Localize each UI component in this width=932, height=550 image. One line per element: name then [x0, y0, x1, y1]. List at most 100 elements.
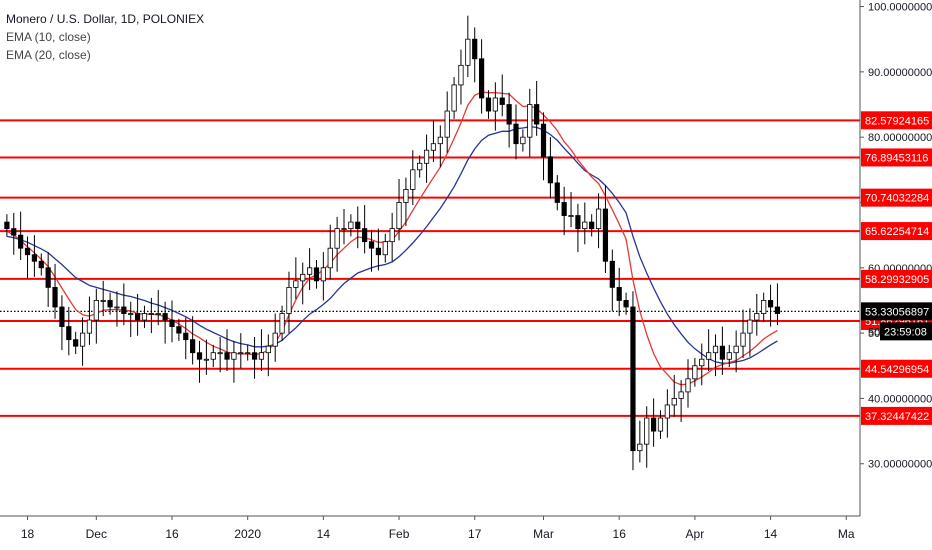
candle: [251, 337, 258, 379]
candle: [24, 236, 31, 279]
candle: [341, 209, 347, 245]
candle-body: [430, 143, 437, 151]
candle: [128, 301, 134, 338]
candle: [348, 214, 354, 237]
candle: [389, 212, 395, 262]
countdown-label: 23:59:08: [884, 326, 927, 338]
candle-body: [657, 417, 664, 432]
last-price-label: 53.33056897: [865, 306, 929, 318]
candles: [4, 15, 781, 471]
level-label-bg: [861, 406, 932, 425]
candle-body: [121, 306, 127, 314]
candle: [444, 91, 450, 153]
level-label: 70.74032284: [865, 193, 929, 205]
candle: [740, 309, 746, 358]
candle: [602, 185, 609, 274]
x-tick-label: 14: [317, 527, 331, 541]
candle-body: [107, 300, 113, 308]
candle-body: [114, 306, 120, 309]
candle: [451, 77, 457, 119]
candle: [134, 293, 141, 336]
candle: [293, 257, 299, 300]
candle-body: [437, 136, 443, 145]
candle: [245, 344, 251, 361]
x-tick-label: 14: [764, 527, 778, 541]
candle-body: [754, 313, 760, 321]
candle: [286, 271, 292, 334]
candle-body: [38, 260, 44, 269]
candle-body: [300, 273, 306, 282]
ema20-line: [6, 126, 778, 364]
level-label-bg: [861, 111, 932, 130]
candle: [657, 410, 664, 439]
candle-body: [272, 332, 278, 347]
candle-body: [444, 110, 450, 138]
candle-body: [520, 136, 526, 145]
candle-body: [293, 280, 299, 288]
x-tick-label: Dec: [86, 527, 107, 541]
candle-body: [134, 313, 141, 321]
candle-body: [678, 391, 684, 399]
candle: [313, 259, 320, 289]
candle-body: [59, 306, 65, 327]
candle: [458, 49, 464, 105]
candle: [224, 329, 230, 371]
candle-body: [623, 300, 629, 308]
x-tick-label: Mar: [533, 527, 554, 541]
candle: [761, 292, 767, 322]
y-tick-label: 100.00000000: [868, 2, 932, 14]
candle-body: [733, 345, 739, 354]
candle: [699, 343, 705, 386]
candle-body: [251, 352, 258, 360]
candle: [355, 206, 361, 249]
candle: [368, 229, 375, 272]
candle: [410, 150, 416, 206]
level-label-bg: [861, 148, 932, 167]
candle: [616, 267, 622, 317]
candle-body: [169, 319, 175, 327]
candle-body: [589, 221, 595, 230]
x-tick-label: Ma: [838, 527, 855, 541]
candle: [767, 284, 774, 327]
candle: [437, 125, 443, 168]
candle: [183, 317, 189, 360]
candle-body: [306, 267, 313, 275]
candle: [465, 15, 471, 78]
candle: [747, 308, 753, 357]
candle-body: [719, 345, 726, 360]
candle-body: [692, 365, 698, 380]
candle: [609, 249, 615, 311]
candle: [582, 202, 588, 245]
x-tick-label: 16: [613, 527, 627, 541]
level-label: 44.54296954: [865, 364, 929, 376]
candle: [561, 186, 567, 236]
level-label-bg: [861, 188, 932, 207]
candle-body: [31, 254, 38, 262]
candle-body: [238, 352, 244, 355]
candle: [595, 193, 602, 249]
y-tick-label: 90.00000000: [868, 67, 932, 79]
candle-body: [637, 443, 643, 452]
candle-body: [11, 228, 17, 236]
level-label-bg: [861, 269, 932, 288]
candle-body: [699, 358, 705, 367]
candle: [375, 228, 382, 271]
candle: [203, 339, 209, 375]
price-labels: 82.57924165 76.89453116 70.74032284 65.6225…: [861, 111, 932, 425]
candle: [547, 137, 554, 199]
candle: [11, 212, 17, 255]
candle-body: [595, 208, 602, 230]
candle: [169, 300, 175, 343]
candle: [726, 344, 732, 368]
candle-body: [410, 169, 416, 190]
level-label-bg: [861, 222, 932, 241]
candle: [231, 340, 237, 383]
candle-body: [327, 247, 333, 269]
candle-body: [375, 247, 382, 256]
candle: [38, 253, 44, 276]
candle-body: [334, 228, 340, 249]
candle-body: [616, 286, 622, 301]
candle-body: [341, 228, 347, 231]
